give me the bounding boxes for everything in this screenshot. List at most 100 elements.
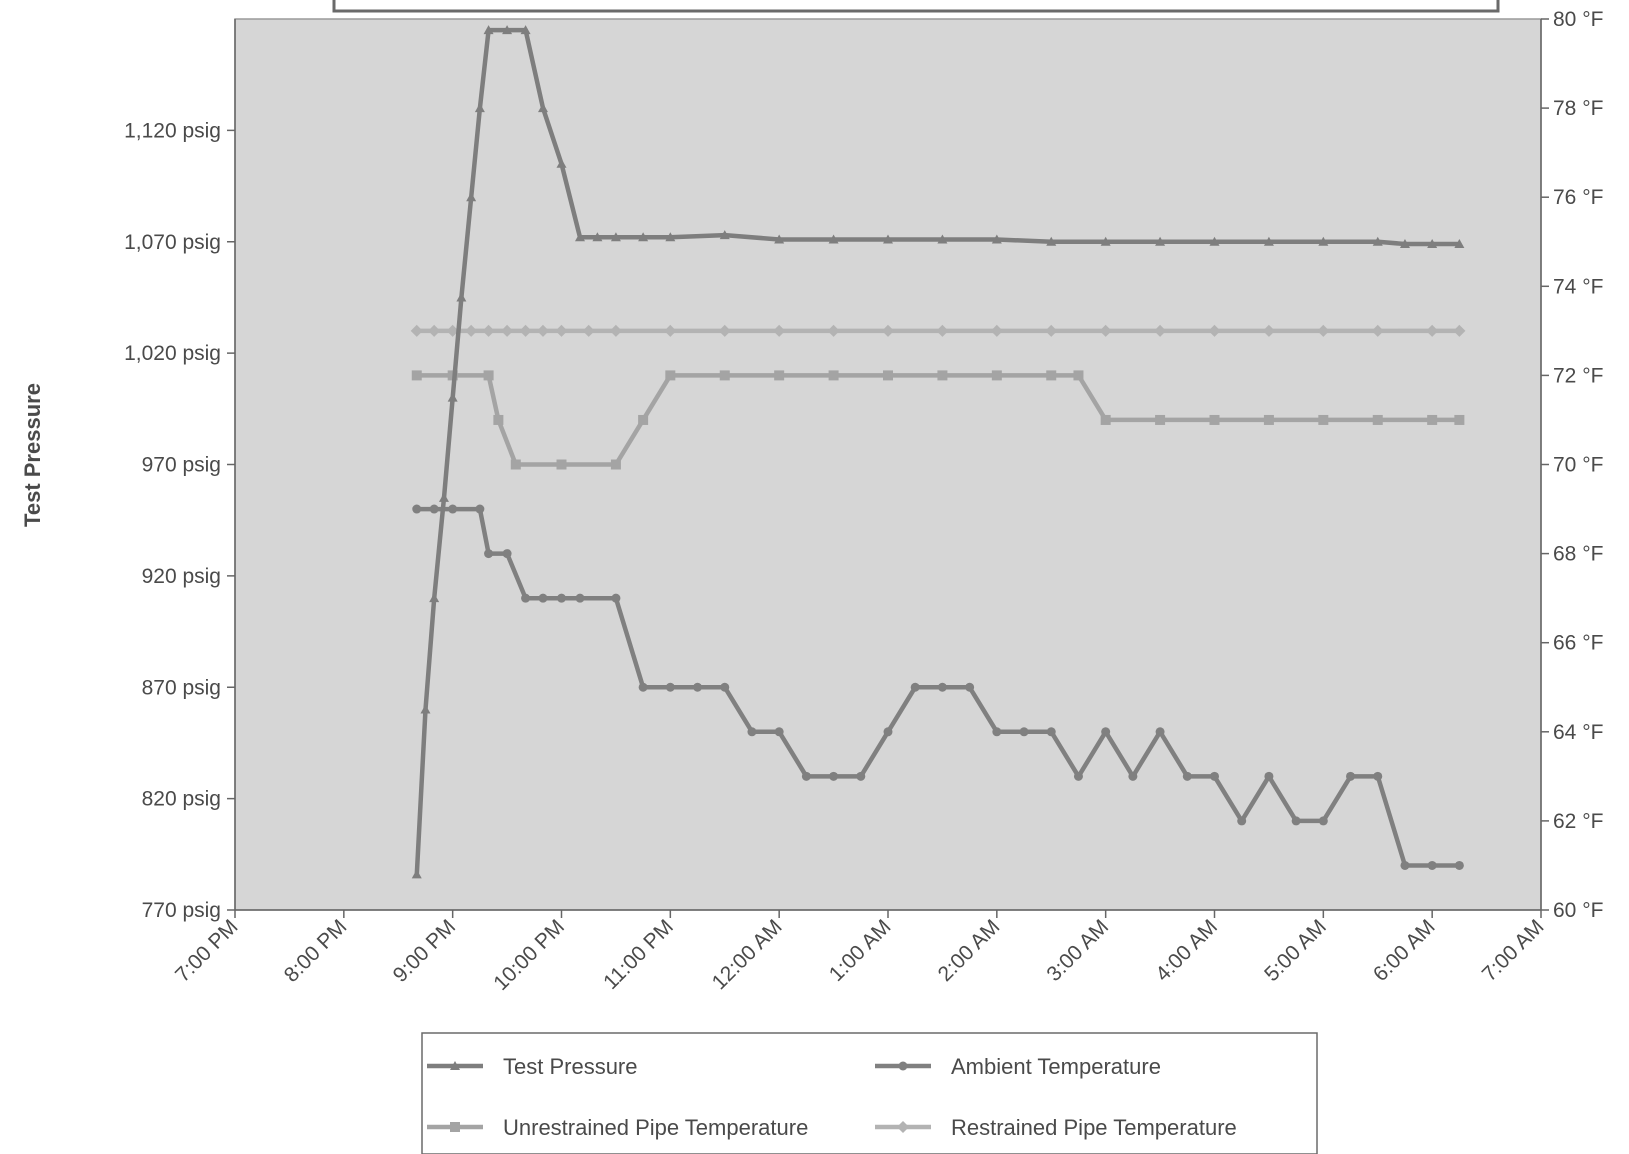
y-right-tick-label: 66 °F — [1553, 632, 1603, 655]
data-point-ambient-temperature — [1046, 727, 1056, 737]
legend-label-restrained-pipe-temperature: Restrained Pipe Temperature — [951, 1115, 1237, 1140]
x-tick-label: 2:00 AM — [934, 915, 1005, 986]
legend-box — [421, 1032, 1318, 1154]
data-point-unrestrained-pipe-temperature — [1454, 414, 1465, 425]
data-point-restrained-pipe-temperature — [1154, 324, 1167, 337]
data-point-ambient-temperature — [429, 504, 439, 514]
data-point-ambient-temperature — [1101, 727, 1111, 737]
y-left-ticks: 770 psig 820 psig 870 psig 920 psig 970 psig… — [124, 119, 235, 922]
data-point-restrained-pipe-temperature — [1045, 324, 1058, 337]
data-point-ambient-temperature — [412, 504, 422, 514]
data-point-restrained-pipe-temperature — [410, 324, 423, 337]
data-point-restrained-pipe-temperature — [482, 324, 495, 337]
data-point-restrained-pipe-temperature — [446, 324, 459, 337]
data-point-ambient-temperature — [1155, 727, 1165, 737]
data-point-ambient-temperature — [910, 682, 920, 692]
y-right-tick-label: 78 °F — [1553, 97, 1603, 120]
data-point-test-pressure — [483, 25, 494, 35]
series-ambient-temperature — [412, 504, 1464, 870]
x-tick-label: 10:00 PM — [489, 915, 569, 995]
data-point-unrestrained-pipe-temperature — [510, 459, 521, 470]
data-point-unrestrained-pipe-temperature — [1100, 414, 1111, 425]
data-point-ambient-temperature — [856, 771, 866, 781]
data-point-test-pressure — [1046, 236, 1057, 246]
plot-area — [234, 18, 1542, 911]
x-tick-label: 4:00 AM — [1151, 915, 1222, 986]
data-point-unrestrained-pipe-temperature — [1427, 414, 1438, 425]
data-point-ambient-temperature — [611, 593, 621, 603]
data-point-test-pressure — [1427, 238, 1438, 248]
y-right-tick-label: 68 °F — [1553, 543, 1603, 566]
data-point-restrained-pipe-temperature — [555, 324, 568, 337]
data-point-test-pressure — [420, 704, 431, 714]
data-point-restrained-pipe-temperature — [1262, 324, 1275, 337]
data-point-unrestrained-pipe-temperature — [937, 370, 948, 381]
data-point-ambient-temperature — [774, 727, 784, 737]
data-point-ambient-temperature — [448, 504, 458, 514]
data-point-unrestrained-pipe-temperature — [610, 459, 621, 470]
y-left-tick-label: 770 psig — [142, 899, 221, 922]
data-point-unrestrained-pipe-temperature — [1155, 414, 1166, 425]
y-right-tick-label: 60 °F — [1553, 899, 1603, 922]
data-point-restrained-pipe-temperature — [1317, 324, 1330, 337]
data-point-test-pressure — [719, 230, 730, 240]
data-point-ambient-temperature — [801, 771, 811, 781]
data-point-ambient-temperature — [1210, 771, 1219, 781]
data-point-test-pressure — [502, 25, 513, 35]
data-point-restrained-pipe-temperature — [827, 324, 840, 337]
legend-item-test-pressure: Test Pressure — [427, 1054, 638, 1079]
data-point-test-pressure — [575, 232, 586, 242]
data-point-ambient-temperature — [720, 682, 730, 692]
data-point-restrained-pipe-temperature — [1208, 324, 1221, 337]
y-right-tick-label: 70 °F — [1553, 454, 1603, 477]
data-point-test-pressure — [429, 593, 440, 603]
data-point-ambient-temperature — [1073, 771, 1083, 781]
y-left-tick-label: 820 psig — [142, 788, 221, 811]
data-point-ambient-temperature — [1400, 860, 1410, 870]
data-point-ambient-temperature — [521, 593, 531, 603]
data-point-test-pressure — [937, 234, 948, 244]
data-point-restrained-pipe-temperature — [1099, 324, 1112, 337]
data-point-test-pressure — [883, 234, 893, 244]
data-point-ambient-temperature — [638, 682, 648, 692]
x-tick-label: 6:00 AM — [1369, 915, 1440, 986]
data-point-ambient-temperature — [538, 593, 548, 603]
data-point-restrained-pipe-temperature — [465, 324, 478, 337]
data-point-restrained-pipe-temperature — [1453, 324, 1466, 337]
data-point-unrestrained-pipe-temperature — [774, 370, 785, 381]
data-point-restrained-pipe-temperature — [1371, 324, 1384, 337]
data-point-test-pressure — [537, 103, 548, 113]
data-point-test-pressure — [1209, 236, 1220, 246]
data-point-unrestrained-pipe-temperature — [638, 414, 649, 425]
data-point-restrained-pipe-temperature — [773, 324, 786, 337]
y-left-tick-label: 870 psig — [142, 676, 221, 699]
x-tick-label: 12:00 AM — [708, 915, 787, 994]
x-tick-label: 7:00 AM — [1478, 915, 1549, 986]
data-point-ambient-temperature — [1291, 816, 1301, 826]
data-point-unrestrained-pipe-temperature — [556, 459, 567, 470]
data-point-unrestrained-pipe-temperature — [1073, 370, 1084, 381]
data-point-ambient-temperature — [665, 682, 675, 692]
data-point-unrestrained-pipe-temperature — [1263, 414, 1274, 425]
legend-swatch-ambient-temperature — [875, 1061, 931, 1071]
data-point-unrestrained-pipe-temperature — [483, 370, 494, 381]
legend-item-ambient-temperature: Ambient Temperature — [875, 1054, 1161, 1079]
data-point-test-pressure — [1263, 236, 1274, 246]
legend-swatch-marker — [898, 1061, 908, 1071]
data-point-test-pressure — [774, 234, 785, 244]
data-point-unrestrained-pipe-temperature — [991, 370, 1002, 381]
data-point-ambient-temperature — [937, 682, 947, 692]
data-point-test-pressure — [466, 192, 477, 202]
data-point-test-pressure — [556, 158, 567, 168]
data-point-ambient-temperature — [1373, 771, 1383, 781]
title-box — [332, 0, 1500, 13]
legend-swatch-restrained-pipe-temperature — [875, 1120, 931, 1134]
data-point-test-pressure — [1100, 236, 1111, 246]
data-point-test-pressure — [1318, 236, 1329, 246]
legend-label-unrestrained-pipe-temperature: Unrestrained Pipe Temperature — [503, 1115, 808, 1140]
legend-swatch-marker — [896, 1120, 910, 1134]
data-point-test-pressure — [828, 234, 839, 244]
data-point-restrained-pipe-temperature — [718, 324, 731, 337]
data-point-ambient-temperature — [575, 593, 585, 603]
